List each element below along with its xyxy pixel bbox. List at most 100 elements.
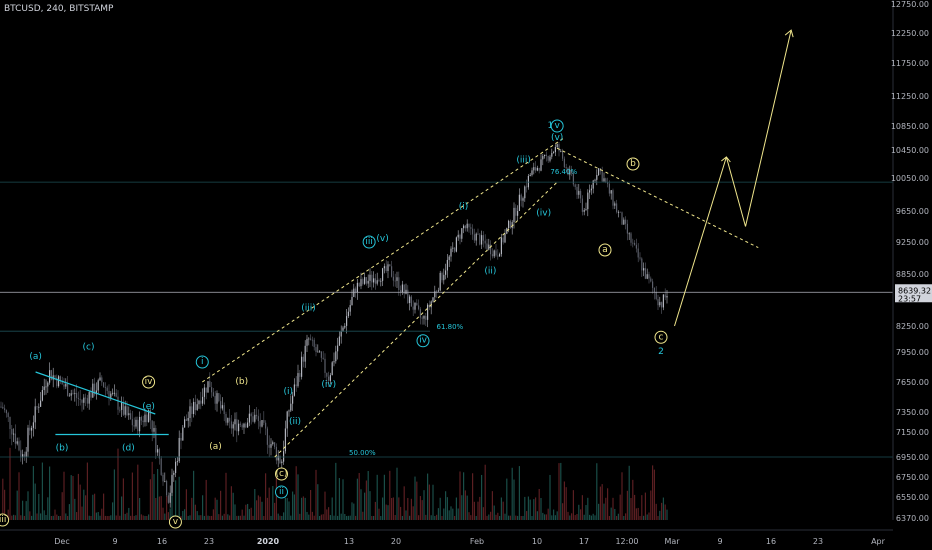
volume-bar (218, 514, 220, 520)
volume-bar (346, 516, 348, 520)
candle-body (515, 207, 517, 216)
trend-line[interactable] (674, 156, 727, 327)
volume-bar (108, 515, 110, 520)
price-tick: 6370.00 (896, 514, 929, 523)
candle-body (164, 481, 166, 482)
candle-body (634, 242, 636, 245)
volume-bar (418, 515, 420, 520)
volume-bar (578, 504, 580, 520)
volume-bar (540, 497, 542, 520)
volume-bar (565, 487, 567, 520)
volume-bar (619, 494, 621, 520)
volume-bar (468, 512, 470, 520)
candle-body (153, 427, 155, 432)
candle-body (617, 211, 619, 213)
candle-body (475, 233, 477, 241)
volume-bar (128, 507, 130, 520)
candle-body (283, 451, 285, 462)
trend-line[interactable] (725, 156, 746, 227)
volume-bar (643, 515, 645, 520)
candle-body (301, 356, 303, 377)
trend-line[interactable] (35, 371, 156, 415)
volume-bar (61, 492, 63, 520)
candle-body (149, 410, 151, 421)
candle-body (652, 281, 654, 288)
volume-bar (466, 495, 468, 520)
candle-body (421, 317, 423, 319)
candle-body (135, 419, 137, 427)
candle-body (414, 302, 416, 310)
wave-label: c (659, 332, 664, 342)
volume-bar (52, 515, 54, 520)
candle-body (491, 254, 493, 257)
volume-bar (599, 486, 601, 520)
price-axis[interactable]: 12750.00 12250.00 11750.00 11250.00 10850.00… (891, 0, 932, 523)
volume-bar (396, 467, 398, 520)
candle-body (40, 400, 42, 407)
wave-label: (iii) (516, 156, 531, 166)
volume-bar (513, 479, 515, 520)
trend-line[interactable] (745, 29, 792, 227)
volume-bar (261, 501, 263, 520)
wave-label: (i) (283, 387, 293, 397)
volume-bar (459, 471, 461, 520)
volume-bar (277, 513, 279, 520)
candle-body (52, 375, 54, 380)
candle-body (446, 259, 448, 271)
volume-bar (171, 475, 173, 520)
volume-bar (151, 461, 153, 520)
candle-body (121, 402, 123, 410)
candle-body (436, 291, 438, 293)
candle-body (70, 393, 72, 396)
candle-body (576, 186, 578, 195)
volume-bar (432, 484, 434, 520)
wave-label: (b) (56, 443, 69, 453)
volume-bar (608, 515, 610, 520)
candle-body (29, 427, 31, 431)
wave-circle (598, 243, 612, 257)
candle-body (259, 421, 261, 427)
candle-body (94, 383, 96, 395)
volume-bar (428, 484, 430, 520)
candle-body (194, 401, 196, 411)
candle-body (148, 410, 150, 422)
volume-bar (549, 474, 551, 520)
candle-body (614, 203, 616, 206)
candle-body (124, 406, 126, 415)
volume-bar (140, 514, 142, 520)
candle-body (157, 449, 159, 453)
volume-bar (144, 515, 146, 520)
trend-line[interactable] (274, 181, 558, 458)
candle-body (643, 268, 645, 271)
candle-body (112, 392, 114, 394)
time-axis[interactable]: Dec 9 16 23 2020 13 20 Feb 10 17 12:00 Mar 9 16 23 Apr (0, 529, 893, 546)
trend-line[interactable] (556, 147, 759, 249)
candle-body (211, 387, 213, 393)
volume-bar (560, 462, 562, 520)
candle-body (193, 401, 195, 414)
volume-bar (502, 501, 504, 520)
candle-body (230, 421, 232, 429)
volume-bar (623, 515, 625, 520)
volume-bar (482, 507, 484, 520)
candle-body (524, 186, 526, 199)
candle-body (11, 428, 13, 435)
volume-bar (234, 504, 236, 520)
candle-body (457, 234, 459, 238)
candle-body (608, 183, 610, 194)
volume-bar (266, 497, 268, 520)
candle-body (567, 168, 569, 175)
candle-body (90, 392, 92, 398)
candle-body (571, 169, 573, 174)
candle-body (401, 284, 403, 293)
candle-body (344, 325, 346, 328)
trend-line[interactable] (202, 137, 565, 383)
volume-bar (423, 490, 425, 520)
candle-body (635, 244, 637, 249)
volume-bar (434, 515, 436, 520)
volume-bar (13, 514, 15, 520)
volume-bar (130, 515, 132, 520)
volume-bar (257, 495, 259, 520)
candle-body (463, 225, 465, 229)
